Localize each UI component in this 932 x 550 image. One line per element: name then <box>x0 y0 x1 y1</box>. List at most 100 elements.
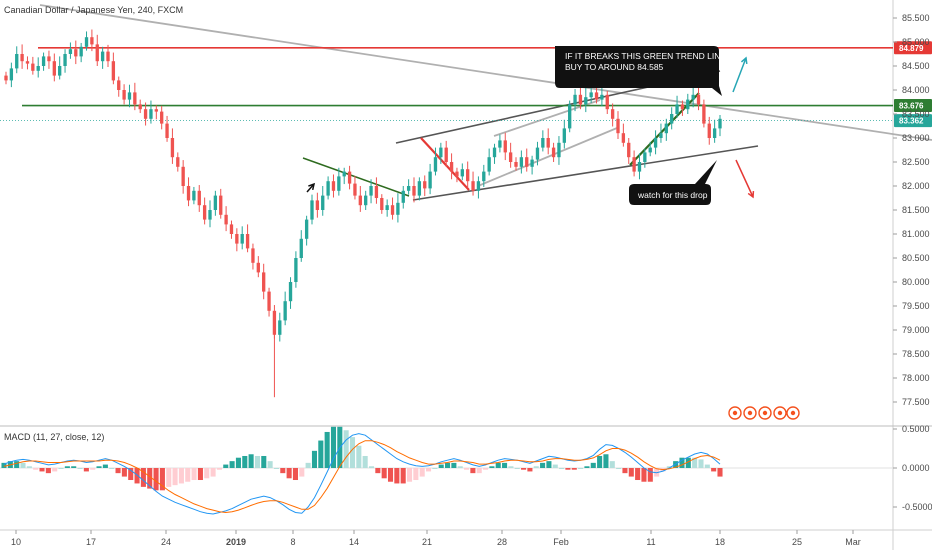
candle[interactable] <box>337 167 341 196</box>
candle[interactable] <box>208 200 212 228</box>
candle[interactable] <box>31 56 35 75</box>
candle[interactable] <box>664 118 668 141</box>
candle[interactable] <box>68 42 73 59</box>
candle[interactable] <box>659 123 663 143</box>
candle[interactable] <box>342 167 346 185</box>
event-marker[interactable] <box>728 406 742 420</box>
candle[interactable] <box>41 52 46 71</box>
candle[interactable] <box>272 305 277 339</box>
candle[interactable] <box>106 44 110 67</box>
candle[interactable] <box>229 220 234 239</box>
candle[interactable] <box>100 46 105 69</box>
candle[interactable] <box>310 194 314 225</box>
candle[interactable] <box>616 111 620 139</box>
up-arrow[interactable] <box>732 56 748 93</box>
candle[interactable] <box>455 167 459 183</box>
candle[interactable] <box>299 230 303 262</box>
candle[interactable] <box>52 53 56 82</box>
candle[interactable] <box>192 186 196 205</box>
candle[interactable] <box>702 99 706 128</box>
candle[interactable] <box>670 107 674 130</box>
candle[interactable] <box>423 175 427 197</box>
small-arrow[interactable] <box>306 182 316 193</box>
candle[interactable] <box>79 42 83 63</box>
candle[interactable] <box>696 85 701 111</box>
candle[interactable] <box>15 46 19 74</box>
candle[interactable] <box>471 171 475 196</box>
green-downtrend-line[interactable] <box>302 157 410 197</box>
candle[interactable] <box>143 102 148 126</box>
grey-flag-lower[interactable] <box>477 127 618 187</box>
candle[interactable] <box>4 71 8 85</box>
candle[interactable] <box>25 56 30 70</box>
candle[interactable] <box>304 215 309 246</box>
candle[interactable] <box>197 185 201 212</box>
candle[interactable] <box>213 190 218 216</box>
candle[interactable] <box>138 99 142 114</box>
candle[interactable] <box>718 114 722 137</box>
candle[interactable] <box>294 251 298 288</box>
candle[interactable] <box>369 179 373 204</box>
candle[interactable] <box>127 84 132 108</box>
event-marker[interactable] <box>786 406 800 420</box>
candle[interactable] <box>170 128 175 164</box>
candle[interactable] <box>133 82 137 111</box>
candle[interactable] <box>621 123 626 147</box>
candle[interactable] <box>492 143 497 164</box>
candle[interactable] <box>417 177 422 201</box>
candle[interactable] <box>20 44 24 69</box>
candle[interactable] <box>165 115 169 142</box>
candle[interactable] <box>525 148 529 172</box>
candle[interactable] <box>396 193 400 223</box>
annotation-drop[interactable]: watch for this drop <box>629 160 717 205</box>
candle[interactable] <box>594 85 599 104</box>
long-downtrend-line[interactable] <box>39 4 932 141</box>
candle[interactable] <box>347 165 352 190</box>
candle[interactable] <box>267 287 271 317</box>
candle[interactable] <box>476 176 481 199</box>
candle[interactable] <box>503 132 507 161</box>
candle[interactable] <box>95 34 99 66</box>
candle[interactable] <box>176 152 180 172</box>
candle[interactable] <box>358 186 362 212</box>
candle[interactable] <box>117 76 121 97</box>
candle[interactable] <box>380 194 384 214</box>
candle[interactable] <box>406 179 411 195</box>
candle[interactable] <box>589 87 593 103</box>
candle[interactable] <box>610 103 615 127</box>
candle[interactable] <box>541 130 545 152</box>
candle[interactable] <box>240 226 244 250</box>
candle[interactable] <box>326 176 330 200</box>
candle[interactable] <box>111 52 116 85</box>
candle[interactable] <box>353 175 357 200</box>
candle[interactable] <box>686 93 690 114</box>
candle[interactable] <box>530 155 534 175</box>
candle[interactable] <box>278 312 282 342</box>
candle[interactable] <box>439 142 443 164</box>
candle[interactable] <box>364 190 368 210</box>
candle[interactable] <box>605 90 609 114</box>
candle[interactable] <box>283 291 287 326</box>
candle[interactable] <box>321 186 325 216</box>
candle[interactable] <box>551 142 556 162</box>
candle[interactable] <box>632 150 636 177</box>
candle[interactable] <box>514 157 518 171</box>
candle[interactable] <box>546 128 550 155</box>
candle[interactable] <box>181 160 185 194</box>
candle[interactable] <box>149 100 153 124</box>
event-marker[interactable] <box>773 406 787 420</box>
candle[interactable] <box>251 243 255 270</box>
candle[interactable] <box>487 148 491 176</box>
event-marker[interactable] <box>743 406 757 420</box>
candle[interactable] <box>691 87 695 108</box>
candle[interactable] <box>202 197 207 225</box>
candle[interactable] <box>460 163 464 181</box>
candle[interactable] <box>390 197 395 220</box>
candle[interactable] <box>186 177 191 207</box>
down-arrow[interactable] <box>735 159 755 199</box>
candle[interactable] <box>160 105 164 130</box>
candle[interactable] <box>653 130 658 155</box>
candle[interactable] <box>262 263 266 300</box>
